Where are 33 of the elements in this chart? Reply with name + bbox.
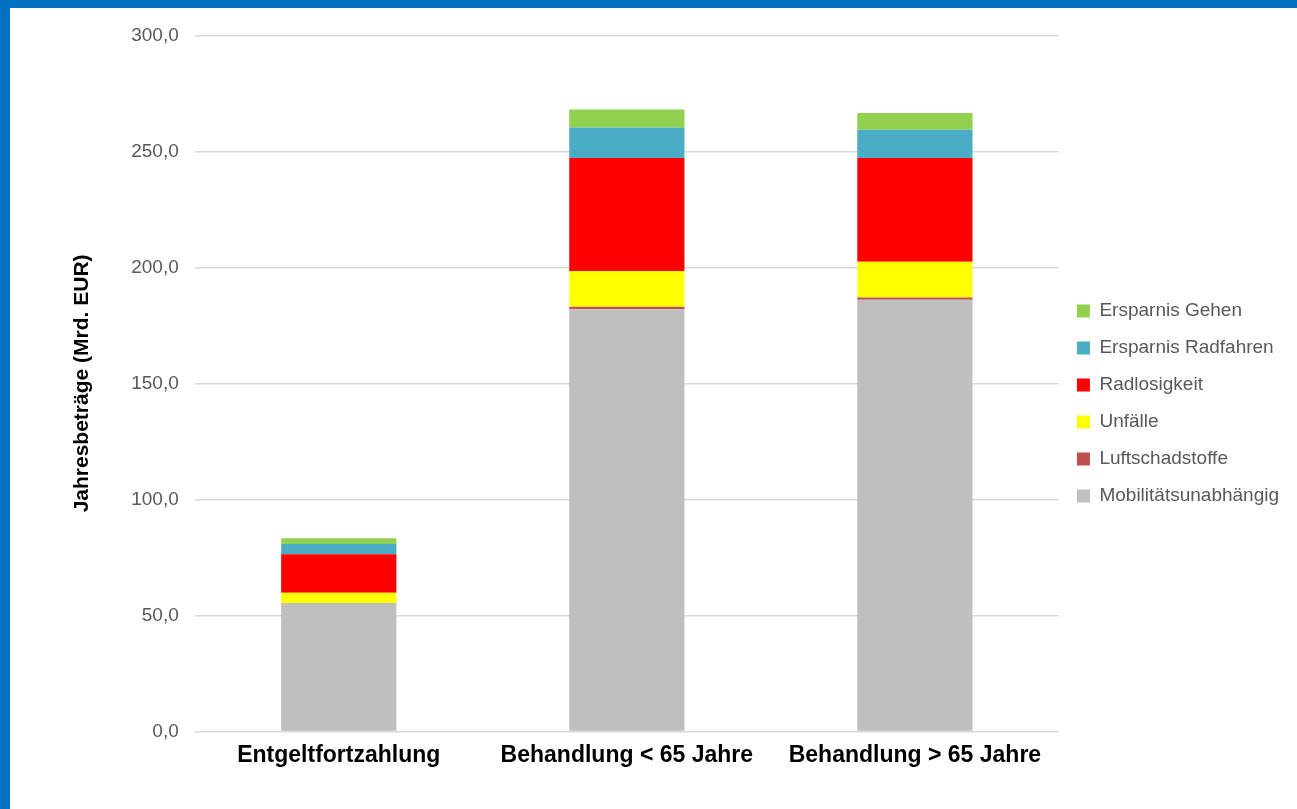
bar: [281, 543, 397, 555]
x-tick-label: Behandlung < 65 Jahre: [500, 740, 754, 767]
bar: [569, 127, 685, 158]
bar: [857, 129, 973, 158]
y-tick-label: 0,0: [152, 719, 179, 741]
bar: [281, 603, 397, 731]
bar: [281, 538, 397, 544]
bar: [857, 113, 973, 130]
bar: [569, 109, 685, 128]
legend-label: Ersparnis Gehen: [1099, 299, 1243, 321]
bar: [569, 157, 685, 272]
y-tick-label: 250,0: [131, 139, 179, 161]
bar: [857, 157, 973, 262]
y-tick-label: 100,0: [131, 487, 179, 509]
bar: [281, 554, 397, 593]
legend-label: Luftschadstoffe: [1099, 447, 1228, 469]
x-tick-label: Entgeltfortzahlung: [237, 740, 441, 767]
x-tick-label: Behandlung > 65 Jahre: [788, 740, 1042, 767]
legend-label: Radlosigkeit: [1099, 373, 1204, 395]
bar: [569, 271, 685, 307]
legend-label: Ersparnis Radfahren: [1099, 336, 1274, 358]
bar: [281, 592, 397, 604]
y-tick-label: 50,0: [141, 603, 179, 625]
y-axis-title: Jahresbeträge (Mrd. EUR): [69, 254, 93, 513]
legend-label: Unfälle: [1099, 410, 1159, 432]
y-tick-label: 150,0: [131, 371, 179, 393]
bar: [857, 261, 973, 298]
bar: [857, 297, 973, 300]
bar: [569, 309, 685, 731]
legend-label: Mobilitätsunabhängig: [1099, 484, 1280, 506]
y-tick-label: 300,0: [131, 23, 179, 45]
bar: [857, 299, 973, 731]
y-tick-label: 200,0: [131, 255, 179, 277]
